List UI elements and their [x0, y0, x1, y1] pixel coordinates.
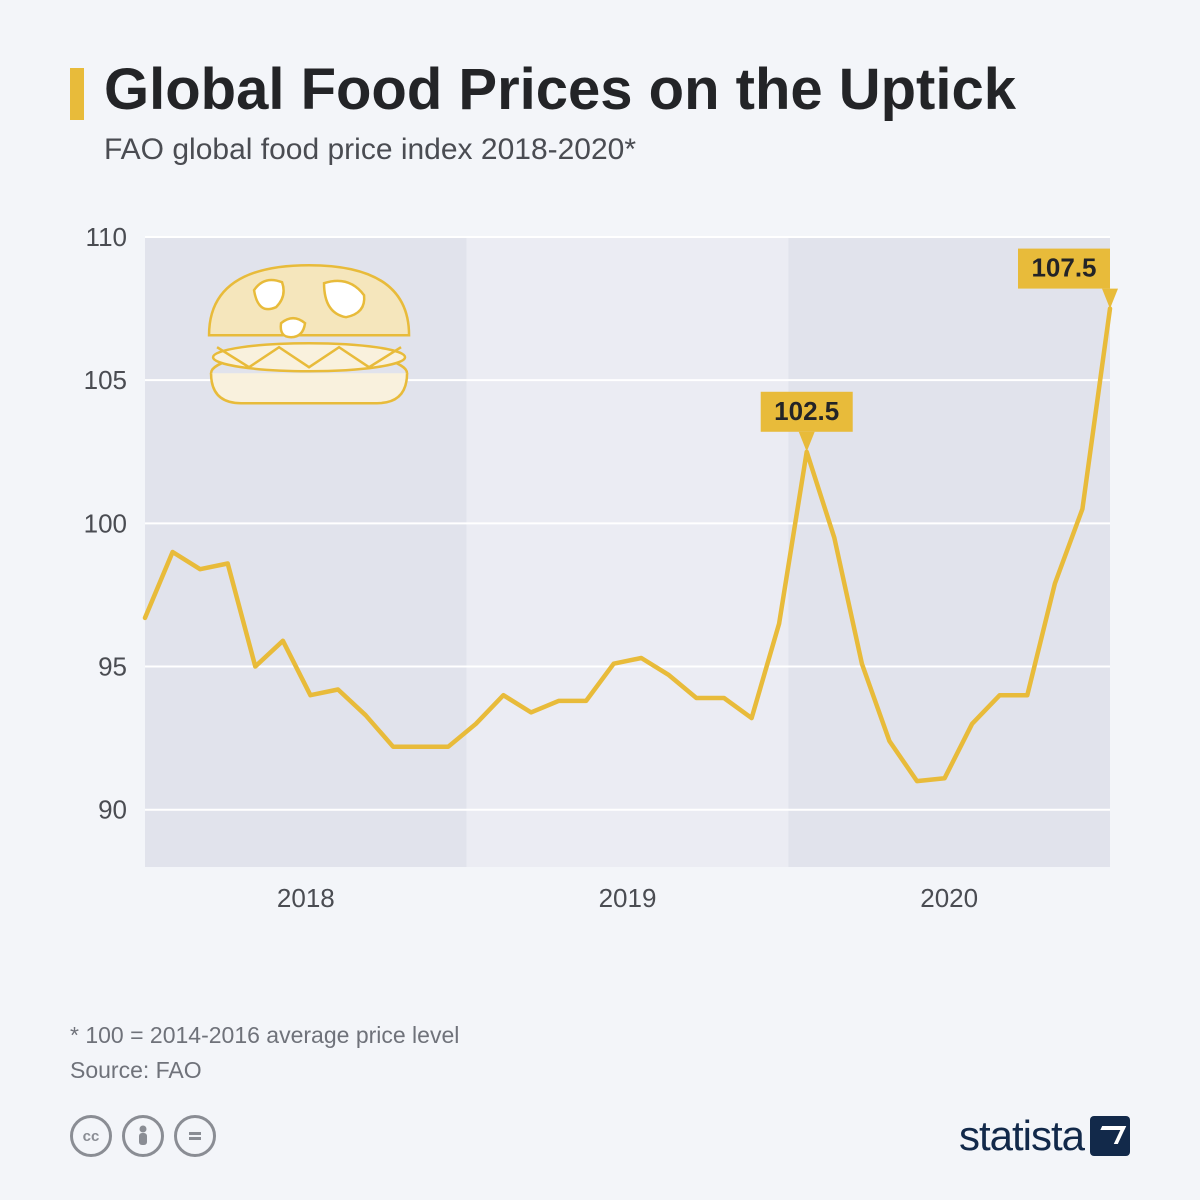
x-tick-label: 2018	[277, 883, 335, 913]
statista-logo: statista	[959, 1112, 1130, 1160]
y-tick-label: 90	[98, 795, 127, 825]
line-chart: 90 95 100 105 110 2018 2019 2020 102.5 107.5	[70, 207, 1130, 1003]
callout-label: 107.5	[1031, 252, 1096, 282]
y-tick-label: 100	[84, 508, 127, 538]
title-block: Global Food Prices on the Uptick FAO glo…	[104, 60, 1130, 167]
nd-icon	[174, 1115, 216, 1157]
accent-bar	[70, 68, 84, 120]
logo-text: statista	[959, 1112, 1084, 1160]
footnote-line: * 100 = 2014-2016 average price level	[70, 1018, 1130, 1053]
source-line: Source: FAO	[70, 1053, 1130, 1088]
cc-icon: cc	[70, 1115, 112, 1157]
footer-row: cc statista	[70, 1112, 1130, 1160]
year-band	[467, 237, 789, 867]
x-tick-label: 2019	[599, 883, 657, 913]
svg-text:cc: cc	[83, 1128, 100, 1145]
y-tick-label: 110	[86, 222, 127, 252]
header: Global Food Prices on the Uptick FAO glo…	[70, 60, 1130, 167]
y-tick-label: 105	[84, 365, 127, 395]
chart-title: Global Food Prices on the Uptick	[104, 60, 1130, 121]
chart-subtitle: FAO global food price index 2018-2020*	[104, 133, 1130, 167]
footnote: * 100 = 2014-2016 average price level So…	[70, 1018, 1130, 1087]
callout-label: 102.5	[774, 396, 839, 426]
burger-globe-icon	[209, 265, 409, 403]
cc-icons: cc	[70, 1115, 216, 1157]
by-icon	[122, 1115, 164, 1157]
logo-mark-icon	[1090, 1116, 1130, 1156]
y-tick-label: 95	[98, 651, 127, 681]
x-tick-label: 2020	[920, 883, 978, 913]
chart-card: Global Food Prices on the Uptick FAO glo…	[0, 0, 1200, 1200]
